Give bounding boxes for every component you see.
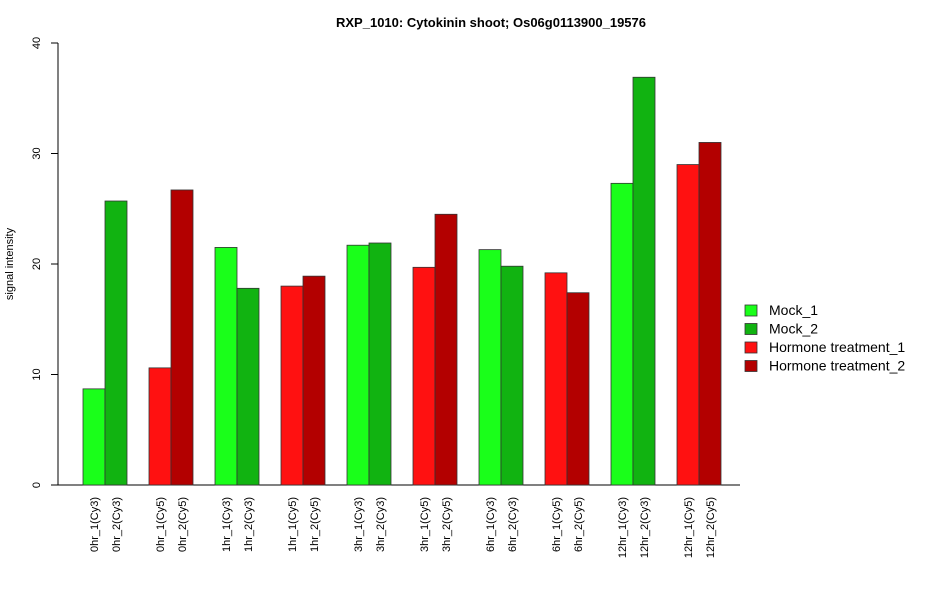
bar: [82, 388, 106, 486]
y-tick-label: 40: [31, 37, 43, 49]
bar: [698, 142, 722, 486]
x-tick-label: 3hr_1(Cy3): [353, 497, 365, 552]
x-tick-label: 0hr_1(Cy3): [89, 497, 101, 552]
bar: [368, 242, 392, 486]
x-tick-label: 1hr_1(Cy3): [221, 497, 233, 552]
bar: [676, 164, 700, 486]
bar: [346, 244, 370, 486]
x-tick-label: 1hr_2(Cy3): [243, 497, 255, 552]
bar: [236, 287, 260, 486]
legend-swatch: [744, 304, 758, 317]
x-tick-label: 6hr_1(Cy5): [551, 497, 563, 552]
bar: [434, 213, 458, 486]
y-tick-label: 0: [31, 482, 43, 488]
x-tick-label: 12hr_2(Cy5): [705, 497, 717, 558]
bar: [566, 292, 590, 486]
y-tick-label: 30: [31, 147, 43, 159]
x-tick-label: 3hr_2(Cy5): [441, 497, 453, 552]
x-tick-label: 6hr_1(Cy3): [485, 497, 497, 552]
bar: [500, 265, 524, 486]
x-tick-label: 12hr_1(Cy5): [683, 497, 695, 558]
x-tick-label: 3hr_1(Cy5): [419, 497, 431, 552]
bar: [148, 367, 172, 486]
bar: [104, 200, 128, 486]
x-tick-label: 12hr_1(Cy3): [617, 497, 629, 558]
bar: [170, 189, 194, 486]
x-tick-label: 0hr_1(Cy5): [155, 497, 167, 552]
bar: [280, 285, 304, 486]
x-tick-label: 1hr_2(Cy5): [309, 497, 321, 552]
legend-label: Mock_1: [769, 302, 818, 318]
x-tick-label: 12hr_2(Cy3): [639, 497, 651, 558]
legend-label: Mock_2: [769, 321, 818, 337]
legend-swatch: [744, 323, 758, 335]
bar: [544, 272, 568, 486]
x-tick-label: 6hr_2(Cy3): [507, 497, 519, 552]
x-tick-label: 3hr_2(Cy3): [375, 497, 387, 552]
x-tick-label: 1hr_1(Cy5): [287, 497, 299, 552]
bar: [214, 247, 238, 486]
x-axis: 0hr_1(Cy3) 0hr_2(Cy3) 0hr_1(Cy5) 0hr_2(Cy5)…: [58, 484, 740, 558]
legend-label: Hormone treatment_2: [769, 358, 905, 374]
y-axis: 0 10 20 30 40: [31, 37, 59, 488]
legend-label: Hormone treatment_1: [769, 339, 905, 355]
y-tick-label: 10: [31, 368, 43, 380]
legend: Mock_1 Mock_2 Hormone treatment_1 Hormone t…: [744, 302, 905, 374]
bar: [478, 249, 502, 486]
bar: [302, 275, 326, 486]
x-tick-label: 0hr_2(Cy5): [177, 497, 189, 552]
legend-swatch: [744, 341, 758, 354]
bar: [412, 266, 436, 486]
x-tick-label: 0hr_2(Cy3): [111, 497, 123, 552]
legend-swatch: [744, 360, 758, 372]
y-tick-label: 20: [31, 258, 43, 270]
bar: [610, 182, 634, 486]
y-axis-label: signal intensity: [4, 227, 16, 300]
bar-group: [82, 76, 722, 486]
bar: [632, 76, 656, 486]
x-tick-label: 6hr_2(Cy5): [573, 497, 585, 552]
chart-title: RXP_1010: Cytokinin shoot; Os06g0113900_…: [336, 15, 646, 30]
